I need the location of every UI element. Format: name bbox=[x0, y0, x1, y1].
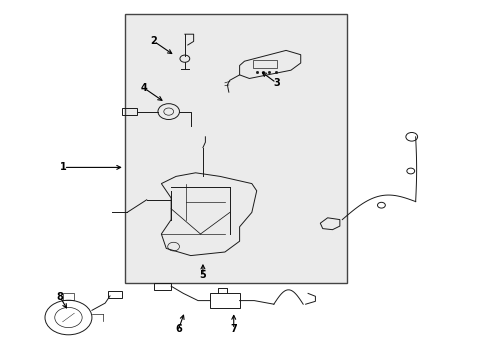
Bar bbox=[62, 293, 74, 300]
Text: 7: 7 bbox=[230, 324, 237, 334]
Text: 1: 1 bbox=[60, 162, 67, 172]
Bar bbox=[253, 60, 276, 68]
Text: 5: 5 bbox=[199, 270, 206, 280]
Text: 6: 6 bbox=[175, 324, 182, 334]
Text: 2: 2 bbox=[150, 36, 157, 46]
Bar bbox=[154, 283, 171, 290]
Bar bbox=[210, 293, 239, 308]
Text: 8: 8 bbox=[57, 292, 63, 302]
Bar bbox=[107, 291, 122, 298]
Circle shape bbox=[377, 202, 385, 208]
Text: 3: 3 bbox=[272, 78, 279, 88]
Bar bbox=[124, 14, 346, 283]
Bar bbox=[122, 108, 137, 115]
Circle shape bbox=[406, 168, 414, 174]
Text: 4: 4 bbox=[141, 83, 147, 93]
